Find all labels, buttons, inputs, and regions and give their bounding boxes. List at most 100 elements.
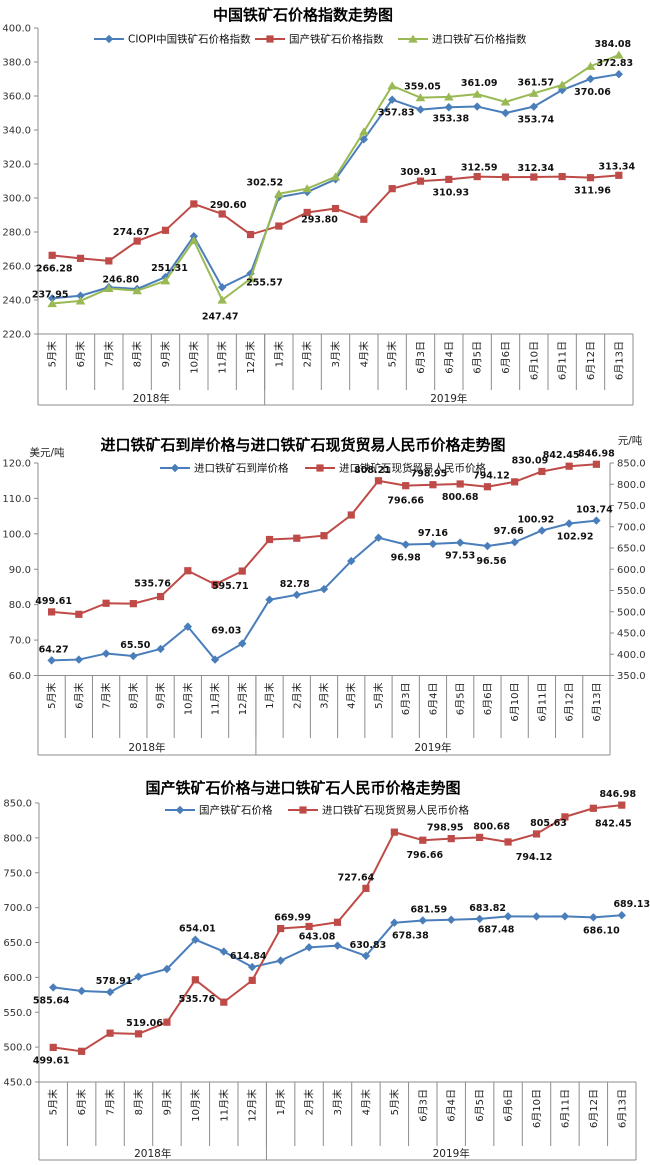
series-point-domestic-vs-import-rmb-trend-1-18 xyxy=(561,813,569,821)
left-axis-label-domestic-vs-import-rmb-trend: 700.0 xyxy=(3,903,32,914)
series-point-ciopi-index-trend-2-0 xyxy=(47,299,57,308)
series-point-ciopi-index-trend-2-13 xyxy=(415,93,426,102)
series-point-domestic-vs-import-rmb-trend-0-0 xyxy=(49,983,58,992)
series-point-domestic-vs-import-rmb-trend-0-3 xyxy=(134,972,143,981)
x-axis-category-label-import-cif-vs-rmb-trend: 1月末 xyxy=(263,683,276,709)
year-group-label-ciopi-index-trend-1: 2019年 xyxy=(430,392,467,405)
data-label-import-cif-vs-rmb-trend-64.27: 64.27 xyxy=(39,644,69,655)
series-point-ciopi-index-trend-2-18 xyxy=(557,80,567,89)
data-label-import-cif-vs-rmb-trend-97.66: 97.66 xyxy=(494,526,524,537)
series-point-import-cif-vs-rmb-trend-1-4 xyxy=(156,592,165,601)
series-point-ciopi-index-trend-2-12 xyxy=(387,81,397,90)
x-axis-category-label-domestic-vs-import-rmb-trend: 2月末 xyxy=(303,1089,316,1115)
data-label-import-cif-vs-rmb-trend-82.78: 82.78 xyxy=(280,579,310,590)
series-point-ciopi-index-trend-1-7 xyxy=(246,230,255,239)
series-point-ciopi-index-trend-0-17 xyxy=(529,102,539,111)
data-label-ciopi-index-trend-313.34: 313.34 xyxy=(598,161,635,172)
data-label-domestic-vs-import-rmb-trend-686.10: 686.10 xyxy=(583,925,620,936)
series-point-import-cif-vs-rmb-trend-1-16 xyxy=(483,483,492,491)
series-point-ciopi-index-trend-2-11 xyxy=(359,127,369,136)
series-point-import-cif-vs-rmb-trend-0-20 xyxy=(592,516,601,525)
data-label-import-cif-vs-rmb-trend-96.98: 96.98 xyxy=(391,553,421,564)
series-point-import-cif-vs-rmb-trend-0-15 xyxy=(455,538,465,547)
x-axis-category-label-ciopi-index-trend: 6月5日 xyxy=(472,341,484,374)
data-label-ciopi-index-trend-237.95: 237.95 xyxy=(32,289,69,300)
x-axis-category-label-domestic-vs-import-rmb-trend: 6月13日 xyxy=(616,1089,628,1128)
x-axis-category-label-import-cif-vs-rmb-trend: 4月末 xyxy=(345,683,358,709)
x-axis-category-label-domestic-vs-import-rmb-trend: 5月末 xyxy=(47,1089,60,1115)
series-point-ciopi-index-trend-2-10 xyxy=(330,172,341,181)
series-point-import-cif-vs-rmb-trend-0-13 xyxy=(401,540,410,549)
series-point-domestic-vs-import-rmb-trend-1-17 xyxy=(532,830,541,838)
import-cif-plot-area: 进口铁矿石到岸价格 进口铁矿石现货贸易人民币价格 60.0 70.0 80.0 90.0 1… xyxy=(2,434,646,756)
left-axis-label-import-cif-vs-rmb-trend: 80.0 xyxy=(9,600,31,611)
x-axis-category-label-import-cif-vs-rmb-trend: 6月末 xyxy=(72,683,85,709)
data-label-domestic-vs-import-rmb-trend-800.68: 800.68 xyxy=(473,821,510,832)
x-axis-category-label-domestic-vs-import-rmb-trend: 7月末 xyxy=(104,1089,117,1115)
right-axis-label-import-cif-vs-rmb-trend: 700.0 xyxy=(617,522,646,533)
series-point-import-cif-vs-rmb-trend-1-7 xyxy=(238,567,246,575)
right-axis-label-import-cif-vs-rmb-trend: 350.0 xyxy=(617,671,646,682)
data-label-import-cif-vs-rmb-trend-595.71: 595.71 xyxy=(212,581,249,592)
right-axis-label-import-cif-vs-rmb-trend: 500.0 xyxy=(617,607,646,618)
series-point-ciopi-index-trend-1-0 xyxy=(48,251,56,259)
series-point-ciopi-index-trend-2-20 xyxy=(614,50,624,59)
data-label-domestic-vs-import-rmb-trend-678.38: 678.38 xyxy=(392,931,429,942)
right-axis-label-import-cif-vs-rmb-trend: 650.0 xyxy=(617,544,646,555)
left-axis-label-import-cif-vs-rmb-trend: 120.0 xyxy=(2,459,31,470)
data-label-domestic-vs-import-rmb-trend-689.13: 689.13 xyxy=(613,899,650,910)
series-point-ciopi-index-trend-0-15 xyxy=(472,102,482,111)
data-label-domestic-vs-import-rmb-trend-499.61: 499.61 xyxy=(33,1055,70,1066)
data-label-ciopi-index-trend-384.08: 384.08 xyxy=(594,39,631,50)
series-point-ciopi-index-trend-2-3 xyxy=(132,286,142,295)
series-point-ciopi-index-trend-2-4 xyxy=(160,276,171,285)
series-point-ciopi-index-trend-0-6 xyxy=(217,283,227,292)
data-label-domestic-vs-import-rmb-trend-805.63: 805.63 xyxy=(530,818,567,829)
left-axis-label-import-cif-vs-rmb-trend: 70.0 xyxy=(9,636,31,647)
x-axis-category-label-domestic-vs-import-rmb-trend: 4月末 xyxy=(359,1089,372,1115)
x-axis-category-label-domestic-vs-import-rmb-trend: 6月5日 xyxy=(474,1089,486,1122)
legend-label-ciopi-index-trend-2: 进口铁矿石价格指数 xyxy=(432,33,527,46)
data-label-import-cif-vs-rmb-trend-535.76: 535.76 xyxy=(134,579,171,590)
series-point-domestic-vs-import-rmb-trend-1-15 xyxy=(476,833,484,842)
series-point-domestic-vs-import-rmb-trend-1-3 xyxy=(134,1030,143,1038)
domestic-vs-import-plot-area: 国产铁矿石价格 进口铁矿石现货贸易人民币价格 450.0 500.0 550.0 600.… xyxy=(3,789,650,1161)
year-group-label-domestic-vs-import-rmb-trend-0: 2018年 xyxy=(134,1147,171,1160)
import-cif-chart-title: 进口铁矿石到岸价格与进口铁矿石现货贸易人民币价格走势图 xyxy=(100,436,505,454)
data-label-ciopi-index-trend-357.83: 357.83 xyxy=(378,108,415,119)
series-point-import-cif-vs-rmb-trend-1-13 xyxy=(402,482,410,490)
year-group-label-import-cif-vs-rmb-trend-0: 2018年 xyxy=(128,741,165,754)
left-axis-label-domestic-vs-import-rmb-trend: 800.0 xyxy=(3,833,32,844)
legend-label-domestic-vs-import-rmb-trend-1: 进口铁矿石现货贸易人民币价格 xyxy=(322,804,469,817)
series-point-import-cif-vs-rmb-trend-1-15 xyxy=(456,480,464,488)
left-axis-label-import-cif-vs-rmb-trend: 60.0 xyxy=(9,671,31,682)
data-label-ciopi-index-trend-353.38: 353.38 xyxy=(432,113,469,124)
x-axis-category-label-import-cif-vs-rmb-trend: 11月末 xyxy=(209,683,222,716)
data-label-import-cif-vs-rmb-trend-65.50: 65.50 xyxy=(120,640,150,651)
data-label-domestic-vs-import-rmb-trend-846.98: 846.98 xyxy=(599,789,636,800)
series-point-domestic-vs-import-rmb-trend-1-5 xyxy=(191,976,199,984)
right-axis-unit-import-cif-vs-rmb-trend: 元/吨 xyxy=(618,434,643,447)
ciopi-index-chart: 中国铁矿石价格指数走势图 CIOPI中国铁矿石价格指数 国产铁矿石价格指数 进口铁矿… xyxy=(2,6,636,406)
series-point-ciopi-index-trend-2-15 xyxy=(472,89,482,98)
x-axis-category-label-domestic-vs-import-rmb-trend: 8月末 xyxy=(132,1089,145,1115)
x-axis-category-label-domestic-vs-import-rmb-trend: 6月6日 xyxy=(503,1089,515,1122)
series-point-import-cif-vs-rmb-trend-1-8 xyxy=(265,535,274,544)
left-axis-label-import-cif-vs-rmb-trend: 100.0 xyxy=(2,529,31,540)
data-label-domestic-vs-import-rmb-trend-578.91: 578.91 xyxy=(96,976,133,987)
series-point-domestic-vs-import-rmb-trend-0-2 xyxy=(105,987,115,997)
series-point-import-cif-vs-rmb-trend-0-14 xyxy=(428,539,438,549)
chart-section-import-cif-vs-rmb: 进口铁矿石到岸价格与进口铁矿石现货贸易人民币价格走势图 进口铁矿石到岸价格 进口铁… xyxy=(0,430,650,770)
data-label-import-cif-vs-rmb-trend-846.98: 846.98 xyxy=(578,448,615,459)
x-axis-category-label-import-cif-vs-rmb-trend: 9月末 xyxy=(154,683,167,709)
x-axis-category-label-ciopi-index-trend: 3月末 xyxy=(329,341,342,367)
series-point-import-cif-vs-rmb-trend-1-19 xyxy=(565,462,573,470)
right-axis-label-import-cif-vs-rmb-trend: 600.0 xyxy=(617,565,646,576)
legend-label-import-cif-vs-rmb-trend-1: 进口铁矿石现货贸易人民币价格 xyxy=(339,462,486,475)
data-label-domestic-vs-import-rmb-trend-796.66: 796.66 xyxy=(406,850,443,861)
x-axis-category-label-domestic-vs-import-rmb-trend: 11月末 xyxy=(217,1089,230,1122)
year-group-label-ciopi-index-trend-0: 2018年 xyxy=(133,392,170,405)
series-point-ciopi-index-trend-2-6 xyxy=(217,295,227,304)
series-point-import-cif-vs-rmb-trend-0-0 xyxy=(47,656,56,665)
